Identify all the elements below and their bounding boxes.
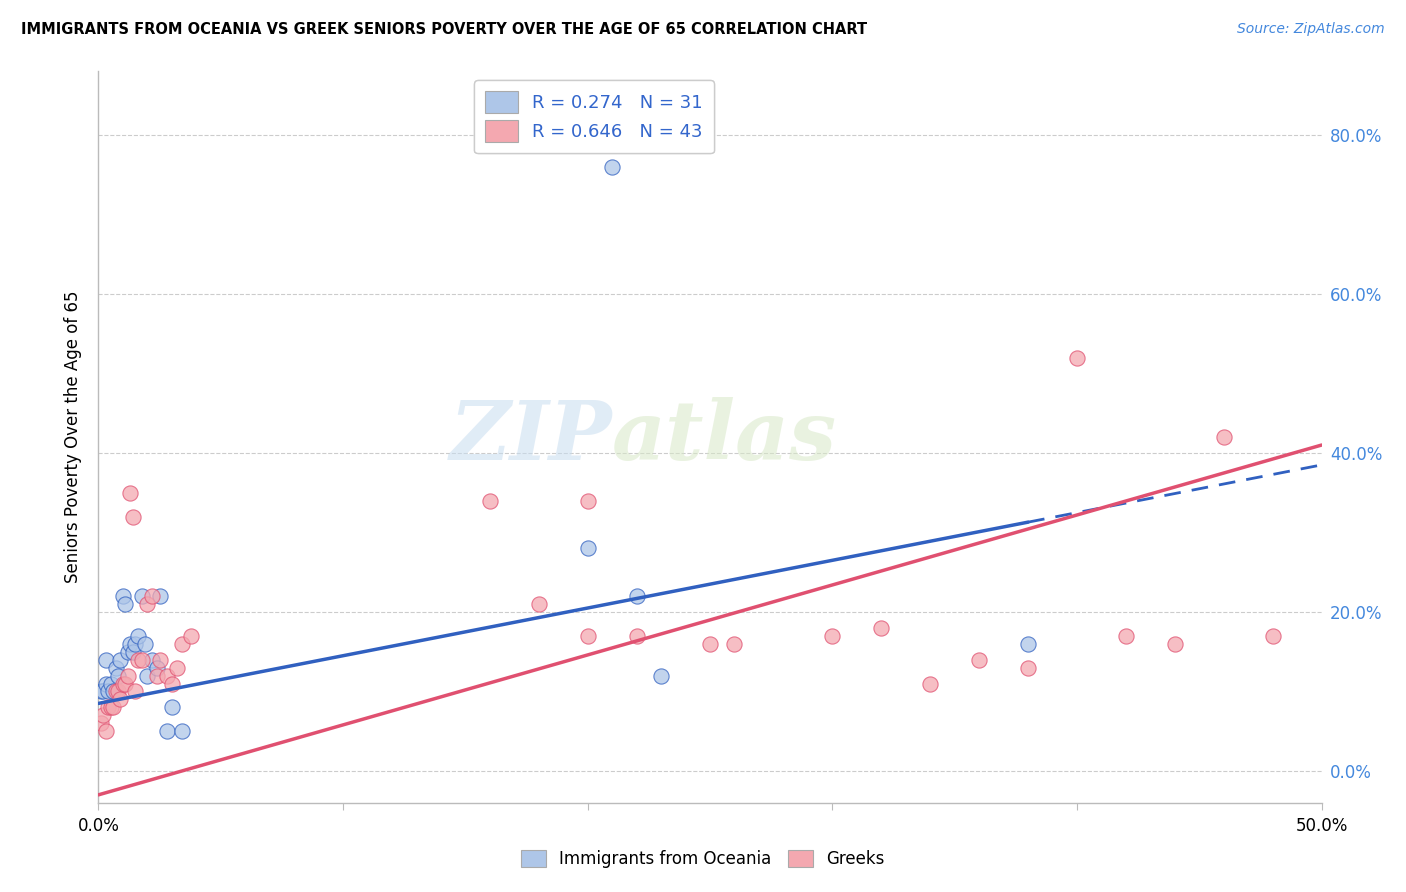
Point xyxy=(149,653,172,667)
Point xyxy=(160,700,183,714)
Point xyxy=(650,668,672,682)
Point xyxy=(131,653,153,667)
Point xyxy=(121,645,143,659)
Point xyxy=(156,724,179,739)
Point xyxy=(170,637,193,651)
Point xyxy=(1017,637,1039,651)
Point xyxy=(160,676,183,690)
Point xyxy=(91,708,114,723)
Point xyxy=(111,676,134,690)
Text: atlas: atlas xyxy=(612,397,838,477)
Point xyxy=(1066,351,1088,365)
Point xyxy=(180,629,202,643)
Point xyxy=(120,485,142,500)
Text: ZIP: ZIP xyxy=(450,397,612,477)
Point xyxy=(170,724,193,739)
Point xyxy=(600,160,623,174)
Point xyxy=(166,660,188,674)
Point xyxy=(94,724,117,739)
Point xyxy=(576,493,599,508)
Point xyxy=(124,684,146,698)
Point xyxy=(156,668,179,682)
Point xyxy=(101,700,124,714)
Point xyxy=(146,660,169,674)
Point xyxy=(110,653,132,667)
Point xyxy=(107,668,129,682)
Point xyxy=(626,589,648,603)
Point xyxy=(920,676,942,690)
Point xyxy=(870,621,893,635)
Y-axis label: Seniors Poverty Over the Age of 65: Seniors Poverty Over the Age of 65 xyxy=(65,291,83,583)
Point xyxy=(107,684,129,698)
Point xyxy=(1164,637,1187,651)
Point xyxy=(127,653,149,667)
Point xyxy=(723,637,745,651)
Point xyxy=(97,700,120,714)
Point xyxy=(91,684,114,698)
Point xyxy=(576,541,599,556)
Point xyxy=(101,684,124,698)
Point xyxy=(478,493,501,508)
Point xyxy=(120,637,142,651)
Point xyxy=(149,589,172,603)
Text: Source: ZipAtlas.com: Source: ZipAtlas.com xyxy=(1237,22,1385,37)
Legend: Immigrants from Oceania, Greeks: Immigrants from Oceania, Greeks xyxy=(515,843,891,875)
Point xyxy=(100,700,122,714)
Point xyxy=(146,668,169,682)
Point xyxy=(136,668,159,682)
Point xyxy=(1115,629,1137,643)
Point xyxy=(124,637,146,651)
Point xyxy=(1212,430,1234,444)
Legend: R = 0.274   N = 31, R = 0.646   N = 43: R = 0.274 N = 31, R = 0.646 N = 43 xyxy=(474,80,714,153)
Point xyxy=(104,660,127,674)
Point xyxy=(134,637,156,651)
Point xyxy=(97,684,120,698)
Point xyxy=(141,653,163,667)
Point xyxy=(141,589,163,603)
Point xyxy=(114,597,136,611)
Point xyxy=(111,589,134,603)
Text: IMMIGRANTS FROM OCEANIA VS GREEK SENIORS POVERTY OVER THE AGE OF 65 CORRELATION : IMMIGRANTS FROM OCEANIA VS GREEK SENIORS… xyxy=(21,22,868,37)
Point xyxy=(527,597,550,611)
Point xyxy=(110,692,132,706)
Point xyxy=(94,676,117,690)
Point xyxy=(104,684,127,698)
Point xyxy=(576,629,599,643)
Point xyxy=(100,676,122,690)
Point xyxy=(117,645,139,659)
Point xyxy=(121,509,143,524)
Point xyxy=(626,629,648,643)
Point xyxy=(114,676,136,690)
Point xyxy=(94,653,117,667)
Point xyxy=(127,629,149,643)
Point xyxy=(117,668,139,682)
Point xyxy=(699,637,721,651)
Point xyxy=(136,597,159,611)
Point xyxy=(90,684,112,698)
Point xyxy=(1017,660,1039,674)
Point xyxy=(967,653,990,667)
Point xyxy=(1261,629,1284,643)
Point xyxy=(821,629,844,643)
Point xyxy=(131,589,153,603)
Point xyxy=(90,716,112,731)
